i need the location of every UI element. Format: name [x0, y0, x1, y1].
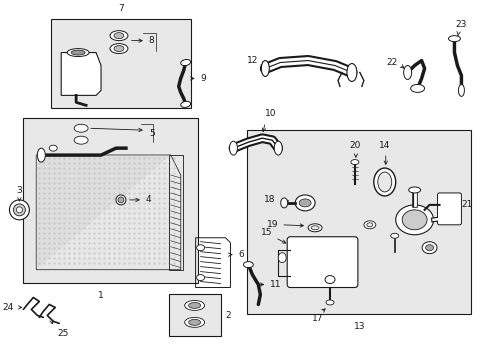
Bar	[23, 118, 197, 283]
Ellipse shape	[447, 36, 460, 42]
Text: 24: 24	[2, 303, 13, 312]
Ellipse shape	[363, 221, 375, 229]
Ellipse shape	[395, 205, 433, 235]
Ellipse shape	[37, 148, 45, 162]
Ellipse shape	[421, 242, 436, 254]
Ellipse shape	[261, 60, 269, 76]
Ellipse shape	[71, 50, 85, 55]
Ellipse shape	[188, 302, 200, 309]
Ellipse shape	[118, 197, 123, 203]
Ellipse shape	[13, 204, 25, 216]
Text: 14: 14	[378, 141, 389, 150]
Ellipse shape	[390, 233, 398, 238]
Text: 3: 3	[17, 186, 22, 195]
Ellipse shape	[274, 141, 282, 155]
Ellipse shape	[373, 168, 395, 196]
Ellipse shape	[408, 187, 420, 193]
Ellipse shape	[181, 101, 190, 107]
Ellipse shape	[229, 141, 237, 155]
Text: 19: 19	[266, 220, 278, 229]
Ellipse shape	[9, 200, 29, 220]
Ellipse shape	[196, 245, 204, 251]
FancyBboxPatch shape	[437, 193, 461, 225]
Text: 10: 10	[264, 109, 275, 118]
Text: 12: 12	[246, 56, 258, 65]
Ellipse shape	[458, 85, 464, 96]
Text: 15: 15	[260, 228, 272, 237]
Ellipse shape	[403, 66, 411, 80]
Ellipse shape	[196, 275, 204, 280]
Ellipse shape	[366, 223, 372, 227]
Ellipse shape	[114, 33, 123, 39]
Text: 1: 1	[98, 291, 103, 300]
Ellipse shape	[325, 275, 334, 284]
Text: 6: 6	[238, 250, 244, 259]
Text: 9: 9	[200, 74, 206, 83]
Ellipse shape	[74, 136, 88, 144]
Text: 21: 21	[461, 201, 472, 210]
Ellipse shape	[67, 49, 89, 57]
Text: 8: 8	[148, 36, 154, 45]
Ellipse shape	[346, 63, 356, 81]
Text: 18: 18	[263, 195, 275, 204]
Ellipse shape	[184, 301, 204, 310]
Ellipse shape	[280, 198, 287, 208]
Polygon shape	[61, 53, 101, 95]
Text: 20: 20	[348, 141, 360, 150]
Text: 2: 2	[225, 311, 231, 320]
Polygon shape	[36, 155, 180, 270]
Ellipse shape	[325, 300, 333, 305]
Ellipse shape	[299, 199, 310, 207]
Bar	[168, 155, 183, 270]
Ellipse shape	[295, 195, 314, 211]
Ellipse shape	[110, 31, 128, 41]
Text: 13: 13	[353, 322, 365, 331]
Bar	[247, 130, 470, 314]
Ellipse shape	[377, 172, 391, 192]
Text: 23: 23	[455, 20, 466, 29]
Text: 5: 5	[148, 129, 154, 138]
Text: 7: 7	[118, 4, 123, 13]
Text: 11: 11	[270, 280, 281, 289]
Ellipse shape	[350, 159, 358, 165]
Ellipse shape	[17, 207, 22, 213]
Polygon shape	[36, 155, 170, 270]
Text: 4: 4	[145, 195, 151, 204]
Ellipse shape	[278, 253, 285, 263]
Polygon shape	[36, 155, 180, 270]
Ellipse shape	[49, 145, 57, 151]
FancyBboxPatch shape	[286, 237, 357, 288]
Ellipse shape	[243, 262, 253, 267]
Text: 17: 17	[312, 314, 323, 323]
Text: 16: 16	[347, 280, 359, 289]
Ellipse shape	[181, 59, 190, 66]
Ellipse shape	[188, 319, 200, 325]
Text: 25: 25	[57, 329, 68, 338]
Bar	[51, 19, 190, 108]
Ellipse shape	[184, 318, 204, 327]
Ellipse shape	[114, 46, 123, 51]
Ellipse shape	[401, 210, 426, 230]
Ellipse shape	[110, 44, 128, 54]
Ellipse shape	[116, 195, 126, 205]
Bar	[168, 294, 220, 336]
Ellipse shape	[307, 224, 322, 232]
Ellipse shape	[425, 245, 433, 251]
Text: 22: 22	[386, 58, 397, 67]
Ellipse shape	[410, 85, 424, 93]
Ellipse shape	[310, 226, 318, 230]
Ellipse shape	[74, 124, 88, 132]
